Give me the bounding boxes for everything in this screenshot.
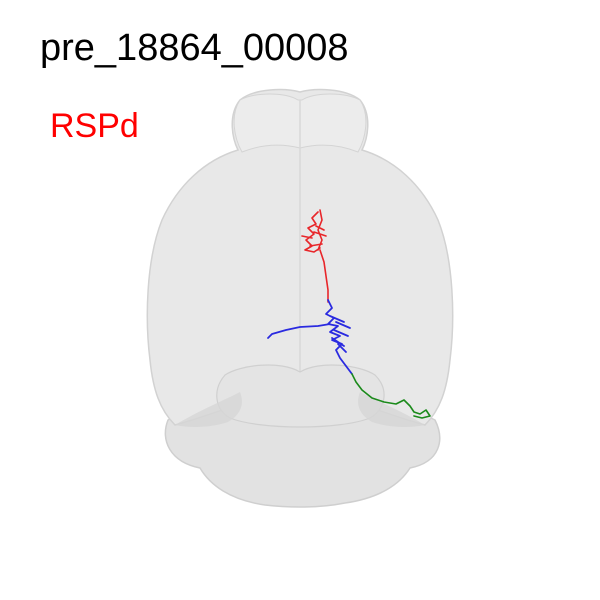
figure-title: pre_18864_00008	[40, 27, 349, 69]
neuron-tracing	[267, 209, 431, 419]
brain-silhouette	[146, 88, 454, 508]
red-dendrite-arbor	[301, 209, 329, 303]
green-axon	[351, 373, 431, 419]
right-shadow	[358, 392, 425, 427]
left-shadow	[175, 392, 242, 427]
blue-axon-cluster	[267, 299, 353, 375]
region-label: RSPd	[50, 107, 139, 145]
